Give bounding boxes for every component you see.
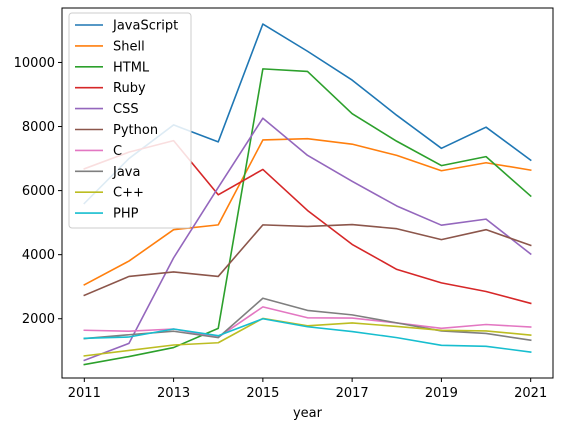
- series-line-c: [83, 306, 532, 339]
- legend: JavaScript Shell HTML Ruby CSS Python C Java C++…: [68, 12, 192, 229]
- x-tick-label: 2011: [68, 386, 101, 401]
- x-axis-label: year: [293, 406, 323, 421]
- x-tick-label: 2017: [336, 386, 369, 401]
- legend-label: Shell: [113, 39, 145, 54]
- y-tick-label: 6000: [22, 184, 55, 199]
- x-tick-label: 2021: [514, 386, 547, 401]
- y-axis-ticks: 2000 4000 6000 8000 10000: [14, 56, 62, 327]
- legend-label: C: [113, 144, 122, 159]
- y-tick-label: 8000: [22, 120, 55, 135]
- legend-label: PHP: [113, 207, 139, 222]
- legend-label: Java: [112, 165, 140, 180]
- plot-frame: [61, 7, 554, 379]
- legend-label: Python: [113, 123, 158, 138]
- series-line-html: [83, 68, 532, 366]
- series-line-css: [83, 117, 532, 362]
- series-line-shell: [83, 137, 532, 286]
- series-line-java: [83, 297, 532, 342]
- legend-label: Ruby: [113, 81, 146, 96]
- y-tick-label: 4000: [22, 248, 55, 263]
- series-line-python: [83, 223, 532, 297]
- y-tick-label: 10000: [14, 56, 55, 71]
- x-tick-label: 2013: [157, 386, 190, 401]
- legend-label: JavaScript: [112, 19, 178, 34]
- series-line-cpp: [83, 317, 532, 357]
- x-axis-ticks: 2011 2013 2015 2017 2019 2021: [68, 378, 547, 401]
- x-tick-label: 2019: [425, 386, 458, 401]
- legend-label: HTML: [113, 60, 150, 75]
- legend-label: CSS: [113, 102, 139, 117]
- y-tick-label: 2000: [22, 312, 55, 327]
- x-tick-label: 2015: [246, 386, 279, 401]
- series-line-php: [83, 317, 532, 353]
- legend-label: C++: [113, 186, 144, 201]
